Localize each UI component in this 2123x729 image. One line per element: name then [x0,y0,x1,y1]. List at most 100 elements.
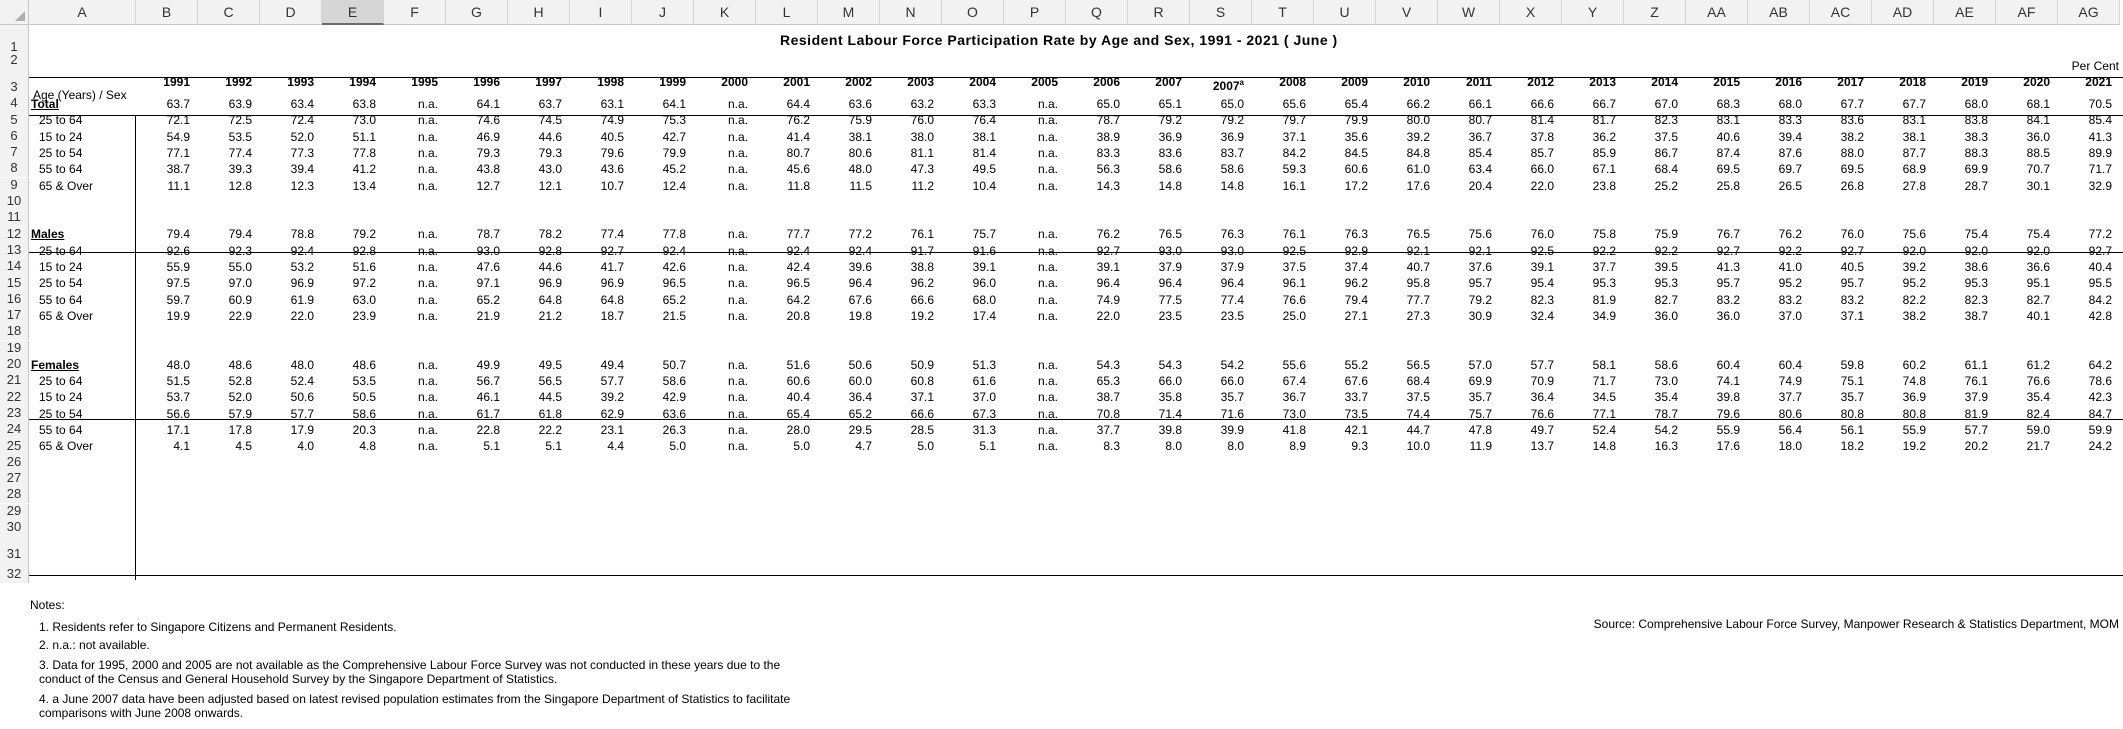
table-cell[interactable]: 78.7 [1654,406,1678,421]
table-cell[interactable]: 78.8 [290,227,314,242]
column-header-j[interactable]: J [632,0,694,25]
table-cell[interactable]: 69.9 [1964,162,1988,177]
table-cell[interactable]: 74.9 [1778,374,1802,389]
table-cell[interactable]: 92.2 [1778,243,1802,258]
table-cell[interactable]: 85.9 [1592,145,1616,160]
table-cell[interactable]: 52.4 [290,374,314,389]
table-cell[interactable]: 68.1 [2026,97,2050,111]
table-cell[interactable]: 92.7 [1840,243,1864,258]
table-cell[interactable]: 37.0 [972,390,996,405]
table-cell[interactable]: 28.7 [1964,178,1988,193]
table-cell[interactable]: 36.9 [1158,129,1182,144]
table-cell[interactable]: 58.1 [1592,357,1616,372]
table-cell[interactable]: 76.1 [1964,374,1988,389]
table-cell[interactable]: 76.2 [1778,227,1802,242]
row-header-17[interactable]: 17 [0,307,29,325]
table-cell[interactable]: 22.2 [538,423,562,437]
table-cell[interactable]: 69.9 [1468,374,1492,389]
table-cell[interactable]: n.a. [727,406,748,421]
table-cell[interactable]: 38.7 [1964,308,1988,323]
table-cell[interactable]: n.a. [727,129,748,144]
table-cell[interactable]: 36.0 [1654,308,1678,323]
select-all-corner[interactable] [0,0,29,25]
table-cell[interactable]: 79.9 [662,145,686,160]
table-cell[interactable]: 75.4 [1964,227,1988,242]
table-cell[interactable]: 57.7 [1964,423,1988,437]
table-cell[interactable]: 37.1 [1282,129,1306,144]
table-cell[interactable]: 71.4 [1158,406,1182,421]
table-cell[interactable]: 38.1 [1902,129,1926,144]
table-cell[interactable]: 54.3 [1096,357,1120,372]
table-cell[interactable]: 58.6 [1654,357,1678,372]
column-header-l[interactable]: L [756,0,818,25]
row-header-13[interactable]: 13 [0,242,29,259]
table-cell[interactable]: 10.7 [600,178,624,193]
table-cell[interactable]: 61.0 [1406,162,1430,177]
table-cell[interactable]: 67.3 [972,406,996,421]
table-cell[interactable]: 92.2 [1592,243,1616,258]
table-cell[interactable]: 52.8 [228,374,252,389]
table-cell[interactable]: n.a. [1037,357,1058,372]
table-cell[interactable]: 77.5 [1158,292,1182,307]
table-cell[interactable]: 77.4 [1220,292,1244,307]
table-cell[interactable]: 23.9 [352,308,376,323]
table-cell[interactable]: 64.2 [786,292,810,307]
table-cell[interactable]: 82.2 [1902,292,1926,307]
table-cell[interactable]: 38.0 [910,129,934,144]
table-cell[interactable]: 96.9 [600,276,624,291]
table-cell[interactable]: n.a. [1037,406,1058,421]
table-cell[interactable]: 88.3 [1964,145,1988,160]
table-cell[interactable]: 60.6 [786,374,810,389]
table-cell[interactable]: 5.0 [917,439,934,454]
table-cell[interactable]: 42.4 [786,260,810,274]
table-cell[interactable]: 36.0 [1716,308,1740,323]
table-cell[interactable]: 74.9 [600,113,624,128]
table-cell[interactable]: 78.7 [1096,113,1120,128]
table-cell[interactable]: 48.0 [166,357,190,372]
table-cell[interactable]: 61.1 [1964,357,1988,372]
table-cell[interactable]: 84.5 [1344,145,1368,160]
table-cell[interactable]: 80.0 [1406,113,1430,128]
table-cell[interactable]: 4.8 [359,439,376,454]
table-cell[interactable]: 95.3 [1964,276,1988,291]
table-cell[interactable]: 95.2 [1778,276,1802,291]
table-cell[interactable]: 54.2 [1654,423,1678,437]
table-cell[interactable]: 21.5 [662,308,686,323]
table-cell[interactable]: 40.4 [2088,260,2112,274]
table-cell[interactable]: 95.7 [1840,276,1864,291]
table-cell[interactable]: 69.7 [1778,162,1802,177]
table-cell[interactable]: 28.5 [910,423,934,437]
table-cell[interactable]: 27.1 [1344,308,1368,323]
table-cell[interactable]: 95.5 [2088,276,2112,291]
table-cell[interactable]: n.a. [417,308,438,323]
table-cell[interactable]: 64.8 [600,292,624,307]
table-cell[interactable]: 87.7 [1902,145,1926,160]
table-cell[interactable]: 83.2 [1840,292,1864,307]
table-cell[interactable]: 35.4 [1654,390,1678,405]
table-cell[interactable]: 55.0 [228,260,252,274]
table-cell[interactable]: 63.8 [352,97,376,111]
table-cell[interactable]: 35.7 [1220,390,1244,405]
table-cell[interactable]: 75.7 [972,227,996,242]
table-cell[interactable]: 58.6 [1158,162,1182,177]
table-cell[interactable]: 71.7 [2088,162,2112,177]
table-cell[interactable]: n.a. [727,178,748,193]
column-header-m[interactable]: M [818,0,880,25]
table-cell[interactable]: 76.0 [910,113,934,128]
row-header-22[interactable]: 22 [0,389,29,406]
table-cell[interactable]: 96.9 [538,276,562,291]
table-cell[interactable]: 63.6 [662,406,686,421]
table-cell[interactable]: 38.7 [1096,390,1120,405]
table-cell[interactable]: 45.2 [662,162,686,177]
table-cell[interactable]: 19.2 [1902,439,1926,454]
table-cell[interactable]: n.a. [1037,292,1058,307]
table-cell[interactable]: 55.9 [166,260,190,274]
table-cell[interactable]: 77.8 [352,145,376,160]
table-cell[interactable]: 36.6 [2026,260,2050,274]
column-header-r[interactable]: R [1128,0,1190,25]
table-cell[interactable]: 18.7 [600,308,624,323]
table-cell[interactable]: 39.8 [1158,423,1182,437]
table-cell[interactable]: n.a. [1037,129,1058,144]
table-cell[interactable]: 19.9 [166,308,190,323]
table-cell[interactable]: 88.5 [2026,145,2050,160]
